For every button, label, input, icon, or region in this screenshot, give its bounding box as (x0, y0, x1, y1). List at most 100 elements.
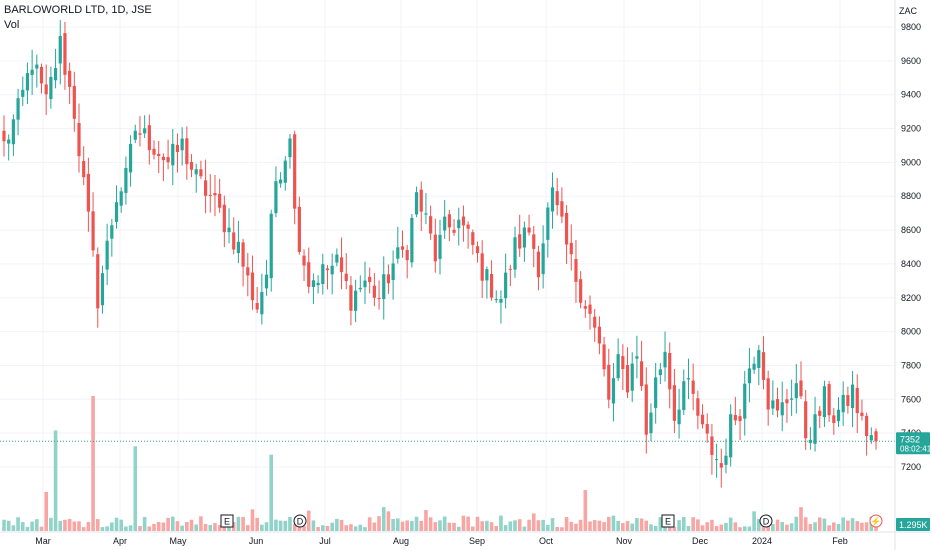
candle-body (775, 399, 780, 411)
x-tick-label: Jun (249, 536, 264, 546)
y-tick-label: 8200 (901, 293, 921, 303)
volume-bar (86, 521, 91, 531)
candle-body (255, 303, 259, 310)
candle-body (822, 386, 827, 418)
volume-bar (531, 513, 536, 531)
event-marker-flash[interactable]: ⚡ (869, 514, 883, 528)
volume-bar (850, 518, 855, 531)
candle-body (546, 207, 550, 240)
volume-bar (91, 396, 95, 531)
volume-bar (278, 520, 283, 531)
candle-body (68, 70, 72, 87)
candle-body (274, 181, 278, 214)
candle-body (705, 424, 709, 434)
volume-bar (128, 525, 133, 531)
candle-body (729, 414, 733, 458)
candle-body (733, 414, 737, 421)
candle-body (2, 130, 6, 142)
candle-body (316, 282, 320, 286)
volume-bar (785, 524, 789, 531)
volume-bar (653, 526, 658, 531)
volume-bar (461, 515, 466, 531)
candle-body (696, 398, 700, 416)
candle-body (447, 214, 451, 228)
volume-bar (152, 523, 156, 531)
volume-bar (597, 520, 602, 531)
candle-body (189, 161, 194, 170)
volume-bar (789, 523, 794, 531)
candle-body (147, 125, 151, 151)
candle-body (424, 213, 428, 215)
volume-bar (189, 519, 194, 531)
candle-body (279, 179, 283, 184)
volume-label: Vol (4, 19, 20, 31)
volume-bar (541, 519, 545, 531)
event-marker-dividend[interactable]: D (759, 514, 773, 528)
volume-bar (11, 525, 16, 531)
candle-body (58, 35, 62, 64)
volume-bar (860, 522, 864, 531)
candle-body (133, 130, 137, 140)
volume-bar (864, 522, 869, 531)
volume-bar (311, 520, 316, 531)
candle-body (691, 380, 695, 394)
candle-body (663, 351, 667, 368)
candle-body (96, 254, 100, 309)
volume-bar (58, 520, 63, 531)
volume-bar (485, 520, 489, 531)
volume-bar (410, 520, 414, 531)
candle-body (419, 189, 423, 212)
candle-body (222, 204, 226, 233)
volume-bar (95, 519, 100, 531)
volume-bar (367, 517, 372, 531)
volume-bar (480, 521, 484, 531)
candle-body (35, 64, 39, 69)
volume-bar (344, 525, 349, 531)
event-marker-earnings[interactable]: E (220, 514, 234, 528)
candle-body (532, 234, 536, 249)
x-tick-label: Feb (832, 536, 848, 546)
candle-body (607, 364, 611, 400)
y-tick-label: 9000 (901, 157, 921, 167)
candle-body (21, 89, 25, 97)
volume-bar (513, 520, 517, 531)
candle-body (185, 138, 189, 165)
volume-bar (808, 524, 813, 531)
volume-bar (546, 524, 550, 531)
volume-bar (100, 527, 105, 531)
volume-bar (335, 518, 339, 531)
candle-body (330, 265, 334, 275)
volume-bar (180, 525, 184, 531)
volume-bar (522, 526, 527, 531)
candle-body (269, 213, 273, 279)
volume-bar (602, 522, 606, 531)
volume-bars (2, 396, 878, 531)
candle-body (724, 455, 728, 465)
candle-body (466, 224, 470, 229)
candle-body (869, 435, 873, 441)
candle-body (480, 253, 484, 281)
candle-body (593, 316, 597, 328)
flash-circle (869, 514, 883, 528)
candle-body (522, 227, 526, 248)
candle-body (250, 272, 255, 301)
volume-bar (471, 526, 475, 531)
candle-body (77, 123, 81, 157)
volume-bar (6, 520, 11, 531)
candle-body (752, 363, 756, 370)
volume-bar (578, 519, 583, 531)
candle-body (30, 69, 34, 75)
candle-body (443, 216, 447, 231)
volume-bar (396, 518, 400, 531)
candle-body (560, 201, 564, 217)
candle-body (63, 33, 67, 75)
candle-body (846, 395, 850, 406)
volume-bar (306, 510, 311, 531)
candle-body (658, 369, 662, 376)
volume-bar (780, 521, 785, 531)
candle-body (344, 273, 348, 282)
event-marker-dividend[interactable]: D (293, 514, 307, 528)
event-marker-earnings[interactable]: E (661, 514, 675, 528)
